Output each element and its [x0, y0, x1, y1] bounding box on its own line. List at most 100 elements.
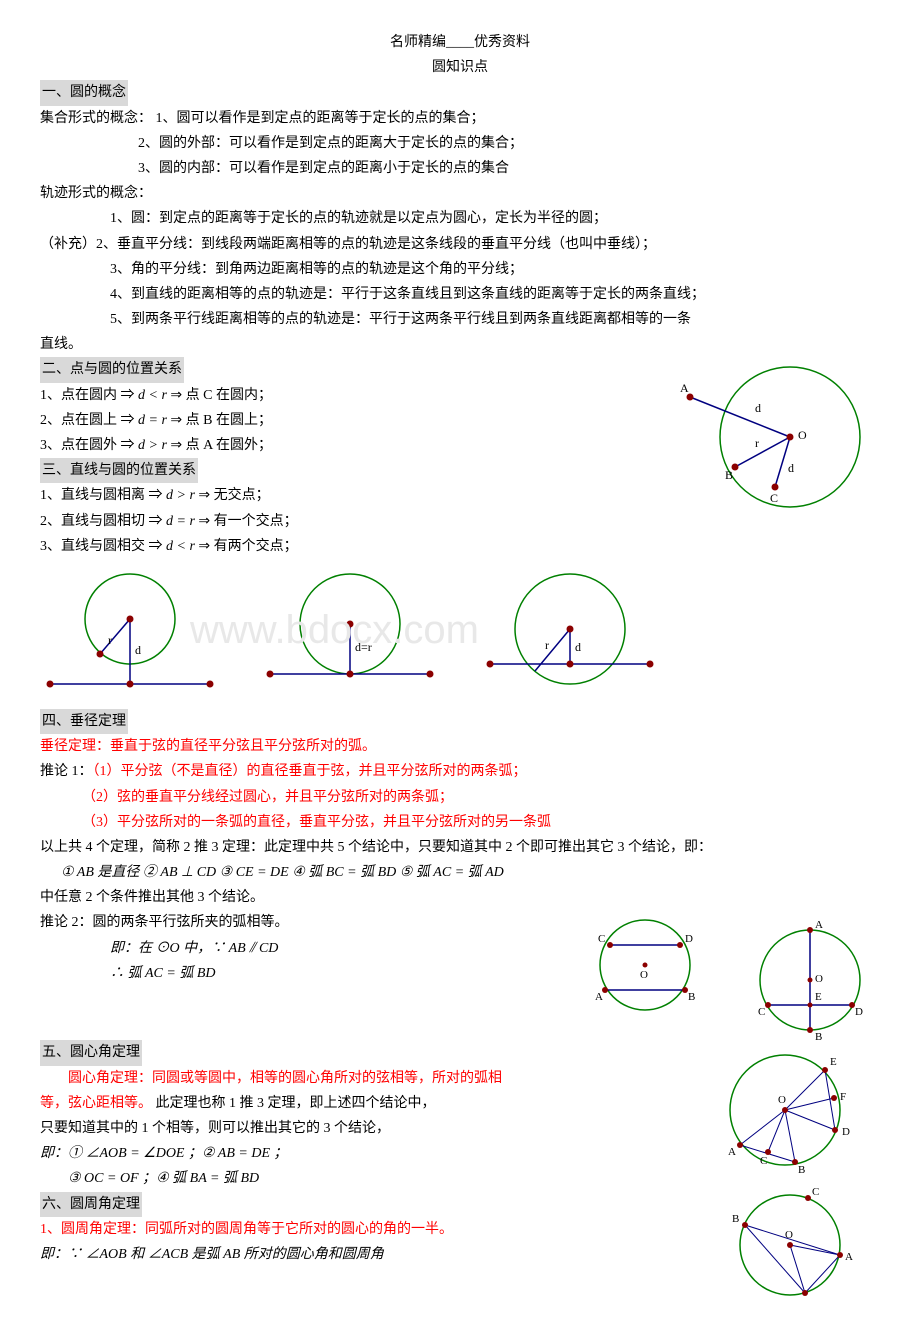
s1-p2: 2、圆的外部：可以看作是到定点的距离大于定长的点的集合； [40, 131, 880, 156]
s4-p10: ∴ 弧 AC = 弧 BD [40, 961, 580, 986]
s3-p1b: d > r [166, 488, 195, 503]
s6-p2: 即：∵ ∠AOB 和 ∠ACB 是弧 AB 所对的圆心角和圆周角 [40, 1242, 700, 1267]
ia-A: A [845, 1251, 853, 1263]
label-d4: d [575, 640, 581, 654]
s3-p3c: ⇒ 有两个交点； [195, 539, 298, 554]
section5-title: 五、圆心角定理 [40, 1040, 142, 1065]
s2-p3a: 3、点在圆外 ⇒ [40, 438, 138, 453]
s3-p2c: ⇒ 有一个交点； [195, 514, 298, 529]
s3-p2a: 2、直线与圆相切 ⇒ [40, 514, 166, 529]
pc-A: A [595, 991, 603, 1003]
s2-p1a: 1、点在圆内 ⇒ [40, 388, 138, 403]
s2-p2: 2、点在圆上 ⇒ d = r ⇒ 点 B 在圆上； [40, 408, 660, 433]
s5-p4: 即：① ∠AOB = ∠DOE ；② AB = DE ； [40, 1141, 700, 1166]
pc-C: C [598, 933, 605, 945]
ca-A: A [728, 1146, 736, 1158]
s5-p1: 圆心角定理：同圆或等圆中，相等的圆心角所对的弦相等，所对的弧相 [68, 1071, 502, 1086]
ca-O: O [778, 1094, 786, 1106]
label-d1: d [755, 401, 761, 415]
s1-p4: 轨迹形式的概念： [40, 181, 880, 206]
ca-C: C [760, 1155, 767, 1167]
header-line1: 名师精编____优秀资料 [40, 30, 880, 55]
s1-p8: 4、到直线的距离相等的点的轨迹是：平行于这条直线且到这条直线的距离等于定长的两条… [40, 282, 880, 307]
ca-B: B [798, 1164, 805, 1176]
s2-p1b: d < r [138, 388, 167, 403]
perpendicular-diameter-diagram: A O E C D B [740, 910, 880, 1040]
s2-p1c: ⇒ 点 C 在圆内； [167, 388, 272, 403]
s2-p3c: ⇒ 点 A 在圆外； [167, 438, 272, 453]
s2-p1: 1、点在圆内 ⇒ d < r ⇒ 点 C 在圆内； [40, 383, 660, 408]
s1-p5: 1、圆：到定点的距离等于定长的点的轨迹就是以定点为圆心，定长为半径的圆； [40, 206, 880, 231]
s1-p3: 3、圆的内部：可以看作是到定点的距离小于定长的点的集合 [40, 156, 880, 181]
s3-p1: 1、直线与圆相离 ⇒ d > r ⇒ 无交点； [40, 483, 660, 508]
s4-p4: （3）平分弦所对的一条弧的直径，垂直平分弦，并且平分弦所对的另一条弧 [40, 810, 880, 835]
header-line2: 圆知识点 [40, 55, 880, 80]
s3-p3b: d < r [166, 539, 195, 554]
s4-p7: 中任意 2 个条件推出其他 3 个结论。 [40, 885, 880, 910]
pc-B: B [688, 991, 695, 1003]
line-circle-separate: r d [40, 569, 220, 699]
s5-p2row: 等，弦心距相等。 此定理也称 1 推 3 定理，即上述四个结论中， [40, 1091, 700, 1116]
pd-A: A [815, 919, 823, 931]
s1-p6: （补充）2、垂直平分线：到线段两端距离相等的点的轨迹是这条线段的垂直平分线（也叫… [40, 232, 880, 257]
s4-p2: 推论 1：（1）平分弦（不是直径）的直径垂直于弦，并且平分弦所对的两条弧； [40, 759, 880, 784]
s5-p2a: 等，弦心距相等。 [40, 1096, 152, 1111]
label-d3: d [135, 643, 141, 657]
ia-C: C [812, 1186, 819, 1198]
s5-p3: 只要知道其中的 1 个相等，则可以推出其它的 3 个结论， [40, 1116, 700, 1141]
ca-F: F [840, 1091, 846, 1103]
label-O: O [798, 428, 807, 442]
section2-title: 二、点与圆的位置关系 [40, 357, 184, 382]
label-B: B [725, 468, 733, 482]
s4-p2b: （1）平分弦（不是直径）的直径垂直于弦，并且平分弦所对的两条弧； [93, 764, 527, 779]
s4-p1: 垂径定理：垂直于弦的直径平分弦且平分弦所对的弧。 [40, 734, 880, 759]
section6-title: 六、圆周角定理 [40, 1192, 142, 1217]
three-line-circle-diagrams: www.bdocx.com r d d=r r d [40, 569, 880, 699]
s4-p2a: 推论 1： [40, 764, 93, 779]
s3-p2: 2、直线与圆相切 ⇒ d = r ⇒ 有一个交点； [40, 509, 660, 534]
s2-p3: 3、点在圆外 ⇒ d > r ⇒ 点 A 在圆外； [40, 433, 660, 458]
line-circle-intersect: r d [480, 569, 660, 699]
pd-B: B [815, 1031, 822, 1040]
s3-p3a: 3、直线与圆相交 ⇒ [40, 539, 166, 554]
s4-p6: ① AB 是直径 ② AB ⊥ CD ③ CE = DE ④ 弧 BC = 弧 … [40, 860, 880, 885]
section3-title: 三、直线与圆的位置关系 [40, 458, 198, 483]
label-A: A [680, 381, 689, 395]
s6-p1: 1、圆周角定理：同弧所对的圆周角等于它所对的圆心的角的一半。 [40, 1217, 700, 1242]
s3-p1c: ⇒ 无交点； [195, 488, 270, 503]
label-d2: d [788, 461, 794, 475]
label-dr: d=r [355, 640, 372, 654]
s5-p5: ③ OC = OF ；④ 弧 BA = 弧 BD [40, 1166, 700, 1191]
section1-title: 一、圆的概念 [40, 80, 128, 105]
s1-p1: 集合形式的概念： 1、圆可以看作是到定点的距离等于定长的点的集合； [40, 106, 880, 131]
s3-p1a: 1、直线与圆相离 ⇒ [40, 488, 166, 503]
pd-D: D [855, 1006, 863, 1018]
central-angle-diagram: O A B C D E F [700, 1040, 880, 1180]
page: 名师精编____优秀资料 圆知识点 一、圆的概念 集合形式的概念： 1、圆可以看… [40, 30, 880, 1300]
ca-E: E [830, 1056, 837, 1068]
label-r2: r [108, 633, 112, 647]
s4-p3: （2）弦的垂直平分线经过圆心，并且平分弦所对的两条弧； [40, 785, 880, 810]
s5-p2b: 此定理也称 1 推 3 定理，即上述四个结论中， [152, 1096, 436, 1111]
pd-E: E [815, 991, 822, 1003]
pc-O: O [640, 969, 648, 981]
s4-p9: 即：在 ⊙O 中，∵ AB ⫽ CD [40, 936, 580, 961]
s5-p1r: 圆心角定理：同圆或等圆中，相等的圆心角所对的弦相等，所对的弧相 [40, 1066, 700, 1091]
ca-D: D [842, 1126, 850, 1138]
label-r3: r [545, 638, 549, 652]
s3-p2b: d = r [166, 514, 195, 529]
s4-p8: 推论 2：圆的两条平行弦所夹的弧相等。 [40, 910, 580, 935]
label-r1: r [755, 436, 759, 450]
ia-B: B [732, 1213, 739, 1225]
label-C: C [770, 491, 778, 505]
line-circle-tangent: d=r [260, 569, 440, 699]
point-circle-diagram: A O B C d r d [660, 357, 880, 527]
pc-D: D [685, 933, 693, 945]
s2-p2a: 2、点在圆上 ⇒ [40, 413, 138, 428]
ia-O: O [785, 1229, 793, 1241]
s2-p2b: d = r [138, 413, 167, 428]
section4-title: 四、垂径定理 [40, 709, 128, 734]
s4-p5: 以上共 4 个定理，简称 2 推 3 定理：此定理中共 5 个结论中，只要知道其… [40, 835, 880, 860]
s3-p3: 3、直线与圆相交 ⇒ d < r ⇒ 有两个交点； [40, 534, 660, 559]
inscribed-angle-diagram: O B C A [700, 1180, 880, 1300]
